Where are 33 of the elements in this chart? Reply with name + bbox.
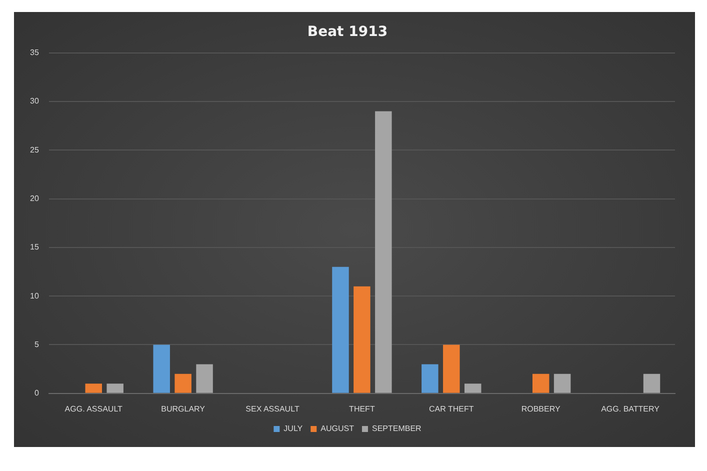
y-tick-label: 0 — [34, 388, 40, 398]
x-tick-label: BURGLARY — [161, 404, 206, 414]
bar — [643, 374, 660, 393]
y-tick-label: 20 — [30, 194, 40, 203]
bar — [443, 344, 460, 393]
legend-label: JULY — [284, 424, 304, 434]
y-tick-label: 15 — [30, 242, 40, 252]
x-tick-label: AGG. ASSAULT — [64, 404, 123, 414]
y-tick-label: 5 — [34, 340, 40, 349]
bar — [332, 266, 349, 393]
legend-label: SEPTEMBER — [372, 424, 422, 434]
bar — [196, 364, 213, 393]
x-tick-label: SEX ASSAULT — [246, 404, 300, 414]
bar — [153, 344, 170, 393]
x-tick-label: CAR THEFT — [429, 404, 474, 414]
y-tick-label: 25 — [30, 145, 40, 154]
bar — [106, 384, 124, 393]
chart-title: Beat 1913 — [307, 24, 388, 40]
y-tick-label: 30 — [30, 96, 40, 106]
x-tick-label: AGG. BATTERY — [601, 404, 660, 414]
legend-label: AUGUST — [320, 424, 354, 434]
bar — [422, 364, 438, 393]
bar — [375, 111, 392, 393]
bar — [532, 374, 550, 393]
bar — [85, 384, 102, 393]
bar — [554, 374, 571, 393]
x-tick-label: THEFT — [349, 404, 375, 414]
bar — [354, 286, 370, 393]
bar — [464, 384, 482, 393]
x-tick-label: ROBBERY — [521, 404, 561, 414]
y-tick-label: 35 — [30, 48, 40, 58]
y-tick-label: 10 — [30, 291, 40, 300]
bar — [174, 374, 192, 393]
